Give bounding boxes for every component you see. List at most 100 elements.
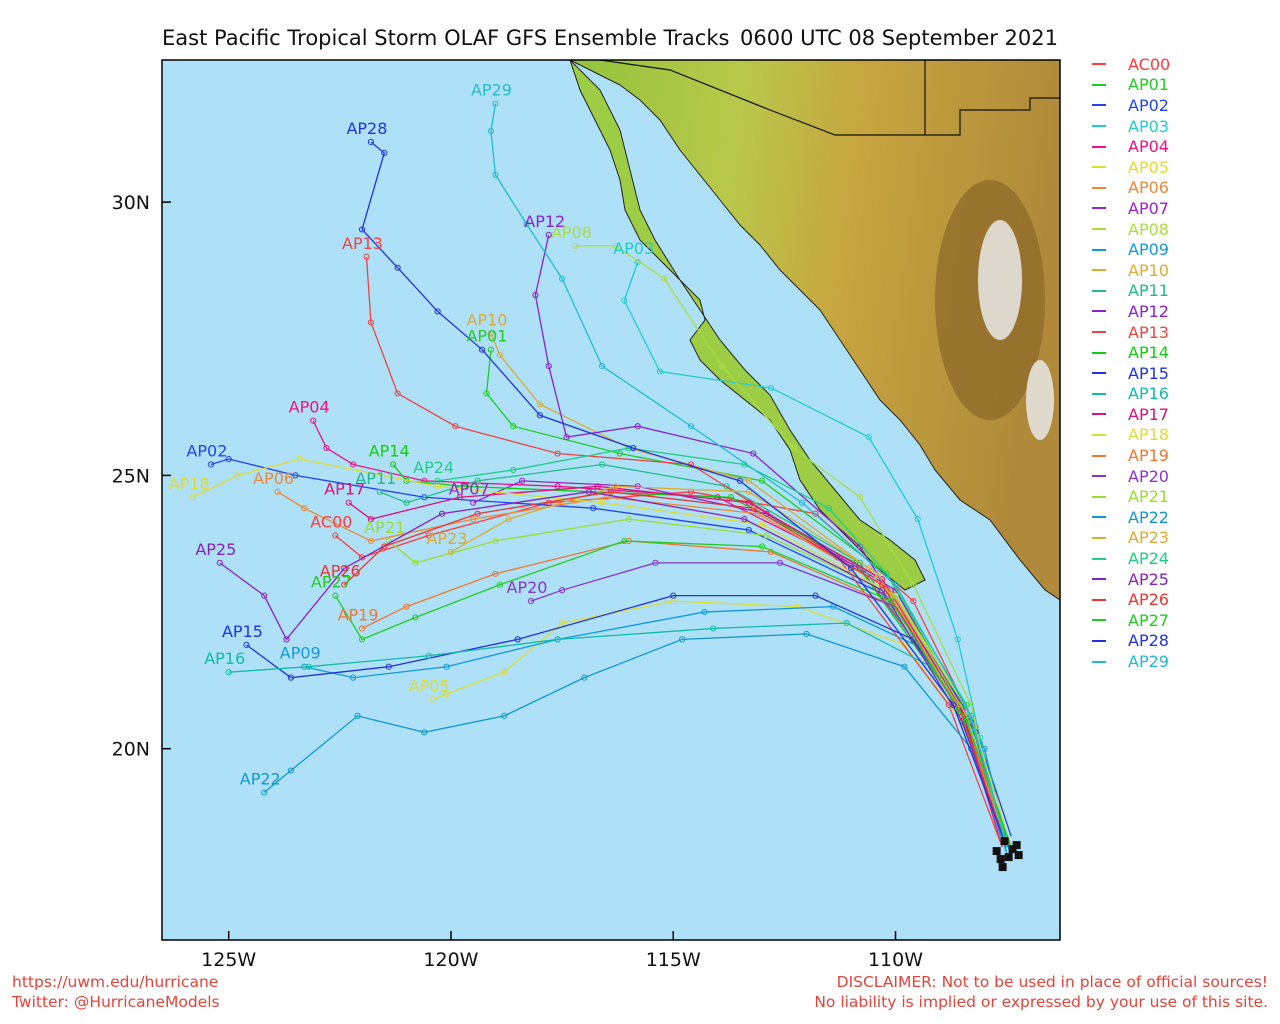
legend-swatch — [1092, 248, 1106, 251]
track-ap18 — [192, 458, 1012, 848]
footer-disclaimer-2: No liability is implied or expressed by … — [814, 993, 1268, 1011]
legend-label: AP14 — [1128, 343, 1169, 363]
track-point — [381, 149, 388, 157]
legend-item-ap19: AP19 — [1092, 445, 1170, 466]
track-point — [616, 450, 623, 457]
track-point — [367, 319, 375, 326]
track-point — [492, 570, 499, 577]
track-ap24 — [437, 447, 1008, 842]
track-point — [510, 466, 517, 474]
track-point — [425, 652, 432, 659]
track-ap05 — [432, 600, 1008, 842]
legend-item-ap28: AP28 — [1092, 631, 1170, 652]
legend-swatch — [1092, 454, 1106, 457]
lon-tick-label: 110W — [868, 949, 923, 971]
track-point — [554, 450, 561, 457]
footer-right: DISCLAIMER: Not to be used in place of o… — [814, 972, 1268, 1012]
track-point — [963, 718, 970, 725]
track-ap22 — [263, 633, 1008, 853]
legend-label: AP20 — [1128, 466, 1169, 486]
track-point — [910, 598, 917, 605]
track-point — [741, 516, 748, 523]
track-point — [554, 636, 561, 643]
axis-ticks: 125W 120W 115W 110W 20N 25N 30N — [112, 192, 924, 971]
track-point — [545, 362, 552, 370]
track-point — [847, 565, 855, 572]
chart-datetime: 0600 UTC 08 September 2021 — [739, 26, 1058, 50]
track-point — [812, 510, 819, 517]
track-point — [492, 537, 499, 545]
track-point — [261, 789, 268, 796]
member-label-ap13: AP13 — [342, 234, 383, 253]
legend-swatch — [1092, 186, 1106, 189]
member-label-ap14: AP14 — [369, 441, 410, 460]
track-point — [536, 412, 543, 419]
track-point — [545, 231, 552, 239]
legend-item-ap14: AP14 — [1092, 342, 1170, 363]
track-point — [323, 444, 330, 452]
legend-swatch — [1092, 310, 1106, 313]
track-point — [892, 581, 899, 588]
footer-url[interactable]: https://uwm.edu/hurricane — [12, 973, 219, 991]
track-point — [585, 488, 592, 495]
track-ap08 — [575, 245, 1003, 842]
track-point — [750, 505, 757, 512]
lon-tick-label: 125W — [201, 949, 256, 971]
member-label-ap03: AP03 — [613, 239, 654, 258]
legend-item-ap10: AP10 — [1092, 260, 1170, 281]
track-point — [812, 592, 819, 599]
member-label-ap02: AP02 — [186, 441, 227, 460]
member-label-ap15: AP15 — [222, 622, 263, 641]
legend-item-ap06: AP06 — [1092, 178, 1170, 199]
legend-label: AP12 — [1128, 301, 1169, 321]
track-point — [443, 690, 450, 698]
track-point — [474, 477, 481, 484]
track-point — [750, 450, 757, 457]
track-point — [634, 483, 641, 490]
chart-title: East Pacific Tropical Storm OLAF GFS Ens… — [162, 26, 730, 50]
track-ap25 — [219, 491, 1008, 848]
member-label-ap07: AP07 — [449, 480, 490, 499]
track-point — [234, 472, 241, 479]
legend-item-ac00: AC00 — [1092, 54, 1170, 75]
legend-item-ap23: AP23 — [1092, 528, 1170, 549]
track-point — [287, 767, 295, 774]
initial-position-marker — [992, 847, 1001, 856]
track-point — [225, 455, 232, 463]
member-labels: AC00 AP01 AP02 AP03 AP04 AP05 AP06 AP07 AP08 AP09… — [169, 81, 655, 789]
track-point — [874, 570, 881, 577]
track-point — [710, 625, 717, 632]
track-point — [532, 291, 539, 299]
track-point — [341, 565, 348, 572]
track-point — [523, 220, 530, 228]
land-layer — [569, 60, 1060, 601]
track-point — [367, 516, 375, 523]
track-point — [421, 729, 428, 736]
track-point — [607, 488, 615, 495]
track-point — [679, 636, 686, 643]
track-point — [518, 477, 526, 484]
initial-position-marker — [996, 855, 1005, 864]
track-point — [901, 663, 908, 670]
track-point — [456, 494, 463, 501]
track-point — [447, 548, 455, 556]
member-label-ac00: AC00 — [310, 513, 352, 532]
track-point — [621, 537, 628, 545]
footer-twitter[interactable]: Twitter: @HurricaneModels — [12, 993, 220, 1011]
legend-label: AP10 — [1128, 260, 1169, 280]
track-point — [954, 636, 961, 643]
track-point — [190, 494, 197, 501]
track-point — [799, 499, 806, 506]
legend-item-ap13: AP13 — [1092, 322, 1170, 343]
legend-swatch — [1092, 578, 1106, 581]
member-label-ap04: AP04 — [289, 398, 330, 417]
track-point — [487, 330, 495, 337]
legend-swatch — [1092, 125, 1106, 128]
track-point — [345, 499, 352, 506]
track-point — [581, 674, 588, 681]
track-point — [243, 641, 250, 648]
track-point — [621, 297, 628, 304]
legend-swatch — [1092, 228, 1106, 231]
legend-swatch — [1092, 413, 1106, 416]
